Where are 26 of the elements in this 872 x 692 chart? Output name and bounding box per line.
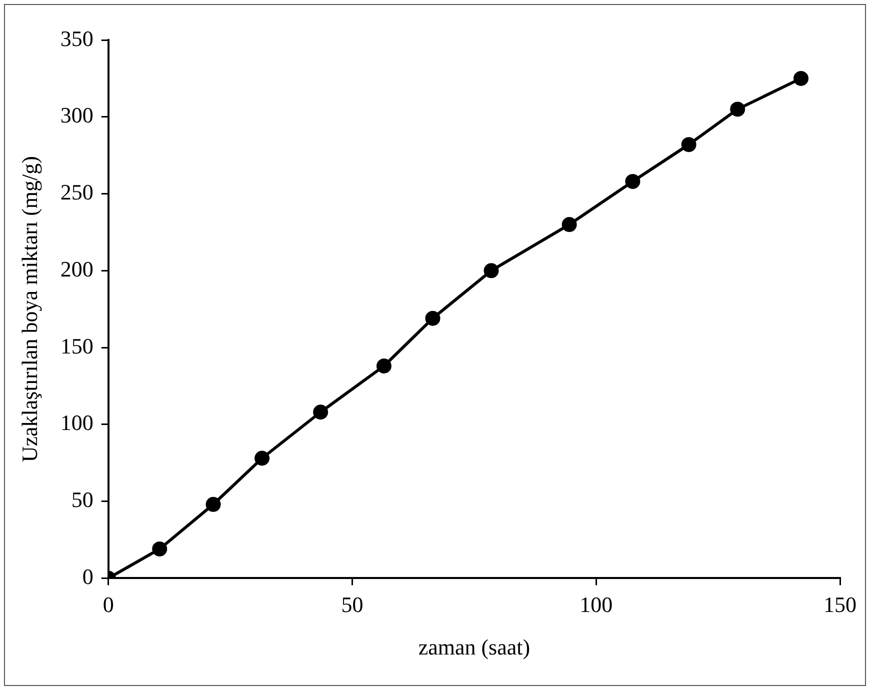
y-tick-label: 150 xyxy=(60,333,94,358)
point xyxy=(625,174,640,189)
y-tick-label: 200 xyxy=(60,256,94,282)
y-tick-label: 250 xyxy=(60,180,94,205)
y-axis-title: Uzaklaştırılan boya miktarı (mg/g) xyxy=(16,156,42,462)
point xyxy=(562,217,577,232)
point xyxy=(793,70,808,86)
point xyxy=(206,496,221,512)
point xyxy=(425,310,440,326)
y-tick-label: 350 xyxy=(60,26,94,51)
y-tick-label: 50 xyxy=(71,487,94,512)
point xyxy=(313,404,328,420)
point xyxy=(681,137,696,152)
x-tick-label: 0 xyxy=(102,592,114,618)
y-tick-label: 300 xyxy=(60,102,94,128)
point xyxy=(730,102,746,117)
point xyxy=(152,541,168,556)
x-tick-label: 150 xyxy=(824,592,856,618)
point xyxy=(376,358,392,374)
x-axis-title: zaman (saat) xyxy=(418,634,530,660)
x-tick-label: 50 xyxy=(341,592,364,618)
point xyxy=(254,450,270,466)
y-tick-label: 0 xyxy=(82,564,94,589)
x-tick-label: 100 xyxy=(580,592,613,618)
y-tick-label: 100 xyxy=(60,410,94,436)
point xyxy=(484,263,499,278)
